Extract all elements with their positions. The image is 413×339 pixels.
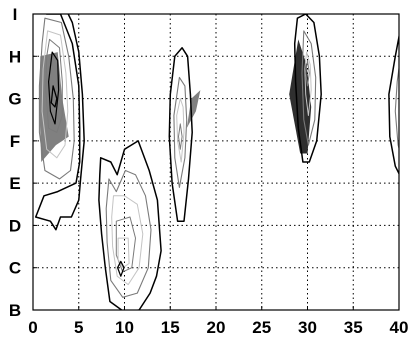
region-5-mid-1 <box>394 63 399 151</box>
x-tick-label-40: 40 <box>390 318 409 337</box>
region-5-outer <box>388 32 399 176</box>
x-tick-label-35: 35 <box>344 318 363 337</box>
y-tick-label-C: C <box>9 259 21 278</box>
region-2-mid-2 <box>115 216 136 273</box>
y-tick-label-G: G <box>8 90 21 109</box>
region-3-light-1 <box>176 98 185 163</box>
axes-box <box>32 13 400 311</box>
x-tick-label-5: 5 <box>74 318 83 337</box>
region-3-mid-1 <box>173 76 188 188</box>
region-2-outer <box>98 140 162 310</box>
region-1-mid-1 <box>38 17 75 180</box>
region-4-core <box>305 60 310 87</box>
region-2-mid-1 <box>105 169 152 298</box>
region-1-core <box>50 85 58 108</box>
region-4-outer <box>293 14 322 163</box>
region-1-outer <box>34 14 85 231</box>
contour-layer <box>34 14 399 310</box>
x-tick-label-10: 10 <box>115 318 134 337</box>
region-4-mid-1 <box>301 30 317 146</box>
plot-background <box>33 14 399 310</box>
x-tick-label-30: 30 <box>298 318 317 337</box>
region-3-outer <box>168 47 193 222</box>
y-tick-label-I: I <box>13 5 18 24</box>
region-2-light-2 <box>117 237 130 269</box>
region-3-core <box>178 123 183 150</box>
y-tick-label-D: D <box>9 216 21 235</box>
region-2-fill <box>186 90 201 129</box>
y-tick-label-E: E <box>9 174 20 193</box>
x-tick-label-0: 0 <box>28 318 37 337</box>
region-1-light-1 <box>41 30 69 159</box>
region-1-fill <box>39 52 69 162</box>
region-1-mid-2 <box>45 38 63 133</box>
region-4-light-1 <box>304 51 312 116</box>
region-1-inner <box>48 51 60 125</box>
x-tick-label-20: 20 <box>207 318 226 337</box>
region-2-core <box>116 260 125 277</box>
x-axis-ticks: 0 5 10 15 20 25 30 35 40 <box>28 318 408 337</box>
region-2-light-1 <box>111 195 144 286</box>
y-tick-label-B: B <box>9 301 21 320</box>
x-tick-label-15: 15 <box>161 318 180 337</box>
x-tick-label-25: 25 <box>252 318 271 337</box>
y-tick-label-F: F <box>10 132 20 151</box>
y-tick-label-H: H <box>9 47 21 66</box>
y-axis-ticks: B C D E F G H I <box>8 5 21 320</box>
